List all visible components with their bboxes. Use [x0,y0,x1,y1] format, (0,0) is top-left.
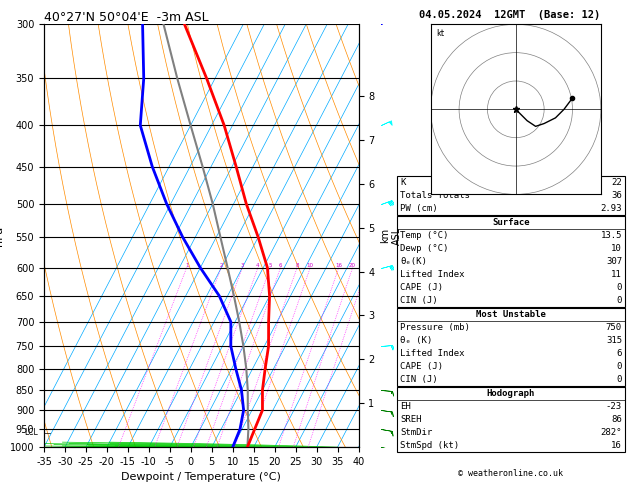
Text: 8: 8 [296,263,299,268]
Text: -23: -23 [606,402,622,411]
Y-axis label: km
ASL: km ASL [380,226,402,245]
Text: StmDir: StmDir [400,428,432,437]
Text: 40°27'N 50°04'E  -3m ASL: 40°27'N 50°04'E -3m ASL [44,11,209,24]
Text: 10: 10 [307,263,314,268]
Text: StmSpd (kt): StmSpd (kt) [400,441,459,450]
Text: CIN (J): CIN (J) [400,296,438,305]
Text: Pressure (mb): Pressure (mb) [400,323,470,332]
Bar [397,387,625,400]
Bar [397,387,625,452]
Text: © weatheronline.co.uk: © weatheronline.co.uk [457,469,562,478]
Text: CAPE (J): CAPE (J) [400,283,443,292]
Text: Lifted Index: Lifted Index [400,349,464,358]
Text: θₑ(K): θₑ(K) [400,257,427,266]
Text: Lifted Index: Lifted Index [400,270,464,279]
Text: 16: 16 [335,263,342,268]
Text: Hodograph: Hodograph [487,389,535,398]
Text: 1: 1 [185,263,188,268]
Text: 750: 750 [606,323,622,332]
Text: SREH: SREH [400,415,421,424]
Text: 86: 86 [611,415,622,424]
Bar [397,308,625,321]
Text: 2: 2 [220,263,223,268]
Text: 0: 0 [616,283,622,292]
Text: Most Unstable: Most Unstable [476,310,546,319]
Text: 3: 3 [241,263,244,268]
Text: 282°: 282° [601,428,622,437]
Text: 6: 6 [616,349,622,358]
Text: CIN (J): CIN (J) [400,375,438,384]
Text: Dewp (°C): Dewp (°C) [400,244,448,253]
Text: 6: 6 [279,263,282,268]
Text: Surface: Surface [492,218,530,227]
Text: LCL: LCL [24,428,38,437]
Text: 315: 315 [606,336,622,345]
Bar [397,176,625,215]
Text: PW (cm): PW (cm) [400,204,438,213]
Text: 2.93: 2.93 [601,204,622,213]
Bar [397,216,625,307]
X-axis label: Dewpoint / Temperature (°C): Dewpoint / Temperature (°C) [121,472,281,483]
Text: 5: 5 [269,263,272,268]
Text: 11: 11 [611,270,622,279]
Text: EH: EH [400,402,411,411]
Text: 20: 20 [349,263,356,268]
Text: kt: kt [437,29,445,37]
Text: 4: 4 [256,263,260,268]
Text: 10: 10 [611,244,622,253]
Text: 16: 16 [611,441,622,450]
Text: 04.05.2024  12GMT  (Base: 12): 04.05.2024 12GMT (Base: 12) [420,10,601,20]
Text: 307: 307 [606,257,622,266]
Text: 0: 0 [616,296,622,305]
Text: θₑ (K): θₑ (K) [400,336,432,345]
Text: Totals Totals: Totals Totals [400,191,470,200]
Text: Temp (°C): Temp (°C) [400,231,448,240]
Text: 22: 22 [611,178,622,187]
Text: 13.5: 13.5 [601,231,622,240]
Text: K: K [400,178,405,187]
Y-axis label: hPa: hPa [0,226,4,246]
Text: 0: 0 [616,375,622,384]
Bar [397,216,625,229]
Text: CAPE (J): CAPE (J) [400,362,443,371]
Text: 0: 0 [616,362,622,371]
Text: 36: 36 [611,191,622,200]
Bar [397,308,625,386]
